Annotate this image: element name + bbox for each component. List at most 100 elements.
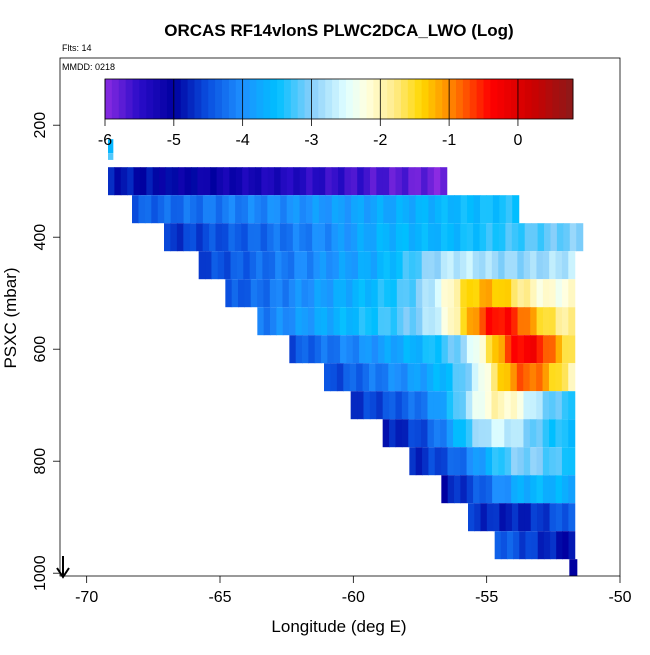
heatmap-cell <box>395 419 403 448</box>
heatmap-cell <box>555 363 563 392</box>
y-tick-label: 400 <box>32 224 49 251</box>
heatmap-cell <box>460 223 468 252</box>
heatmap-cell <box>486 223 494 252</box>
heatmap-cell <box>433 363 441 392</box>
heatmap-cell <box>536 363 544 392</box>
heatmap-cell <box>549 307 557 336</box>
heatmap-cell <box>383 251 391 280</box>
heatmap-cell <box>157 195 165 224</box>
heatmap-cell <box>529 363 537 392</box>
heatmap-cell <box>222 195 230 224</box>
heatmap-cell <box>325 195 333 224</box>
heatmap-cell <box>517 307 525 336</box>
heatmap-cell <box>471 363 479 392</box>
heatmap-cell <box>434 195 442 224</box>
colorbar-swatch <box>222 79 230 119</box>
heatmap-cell <box>268 251 276 280</box>
heatmap-cell <box>479 307 487 336</box>
heatmap-cell <box>447 447 455 476</box>
heatmap-cell <box>254 195 262 224</box>
colorbar-swatch <box>187 79 195 119</box>
colorbar-swatch <box>235 79 244 119</box>
heatmap-cell <box>396 251 404 280</box>
heatmap-cell <box>370 223 378 252</box>
heatmap-cell <box>108 139 114 154</box>
heatmap-cell <box>503 363 511 392</box>
heatmap-cell <box>312 195 320 224</box>
heatmap-cell <box>390 307 398 336</box>
heatmap-cell <box>333 307 341 336</box>
heatmap-cell <box>447 335 455 364</box>
heatmap-cell <box>542 447 550 476</box>
heatmap-cell <box>473 475 481 504</box>
heatmap-cell <box>133 167 141 196</box>
heatmap-cell <box>511 447 519 476</box>
heatmap-cell <box>176 223 184 252</box>
heatmap-cell <box>479 447 487 476</box>
heatmap-cell <box>466 279 474 308</box>
heatmap-cell <box>536 447 544 476</box>
colorbar-swatch <box>153 79 161 119</box>
heatmap-cell <box>447 223 455 252</box>
heatmap-cells <box>108 139 584 576</box>
heatmap-cell <box>568 419 576 448</box>
heatmap-cell <box>257 279 265 308</box>
heatmap-cell <box>511 279 519 308</box>
heatmap-cell <box>568 391 576 420</box>
heatmap-cell <box>230 251 238 280</box>
heatmap-cell <box>568 475 576 504</box>
heatmap-cell <box>499 503 507 532</box>
heatmap-cell <box>408 251 416 280</box>
heatmap-cell <box>441 447 449 476</box>
colorbar-swatch <box>297 79 306 119</box>
heatmap-cell <box>351 251 359 280</box>
colorbar-swatch <box>180 79 189 119</box>
colorbar-swatch <box>201 79 209 119</box>
colorbar-swatch <box>256 79 264 119</box>
heatmap-cell <box>196 195 204 224</box>
heatmap-cell <box>542 251 550 280</box>
heatmap-cell <box>460 447 468 476</box>
heatmap-cell <box>555 335 563 364</box>
heatmap-cell <box>568 335 576 364</box>
heatmap-cell <box>346 279 353 308</box>
heatmap-cell <box>384 279 392 308</box>
y-axis-label: PSXC (mbar) <box>1 267 20 368</box>
heatmap-cell <box>338 167 346 196</box>
heatmap-cell <box>549 503 557 532</box>
colorbar-swatch <box>146 79 154 119</box>
heatmap-cell <box>428 307 436 336</box>
heatmap-cell <box>319 251 327 280</box>
heatmap-cell <box>569 223 577 252</box>
heatmap-cell <box>468 503 475 532</box>
heatmap-cell <box>364 195 372 224</box>
heatmap-cell <box>306 167 314 196</box>
chart-title: ORCAS RF14vlonS PLWC2DCA_LWO (Log) <box>164 21 513 40</box>
heatmap-cell <box>478 363 486 392</box>
heatmap-cell <box>326 279 334 308</box>
heatmap-cell <box>152 167 160 196</box>
heatmap-cell <box>407 363 415 392</box>
heatmap-cell <box>519 531 527 560</box>
heatmap-cell <box>517 335 525 364</box>
heatmap-cell <box>485 279 493 308</box>
heatmap-cell <box>189 223 197 252</box>
heatmap-cell <box>454 335 462 364</box>
heatmap-cell <box>537 531 545 560</box>
x-tick-label: -60 <box>342 589 365 606</box>
heatmap-cell <box>498 447 506 476</box>
heatmap-cell <box>421 167 429 196</box>
heatmap-cell <box>505 503 513 532</box>
heatmap-cell <box>568 251 576 280</box>
colorbar-swatch <box>263 79 271 119</box>
heatmap-cell <box>286 195 294 224</box>
heatmap-cell <box>427 419 435 448</box>
heatmap-cell <box>241 195 249 224</box>
heatmap-cell <box>511 223 519 252</box>
heatmap-cell <box>254 167 262 196</box>
heatmap-cell <box>338 251 346 280</box>
heatmap-cell <box>421 391 429 420</box>
heatmap-cell <box>343 363 351 392</box>
heatmap-cell <box>299 195 307 224</box>
